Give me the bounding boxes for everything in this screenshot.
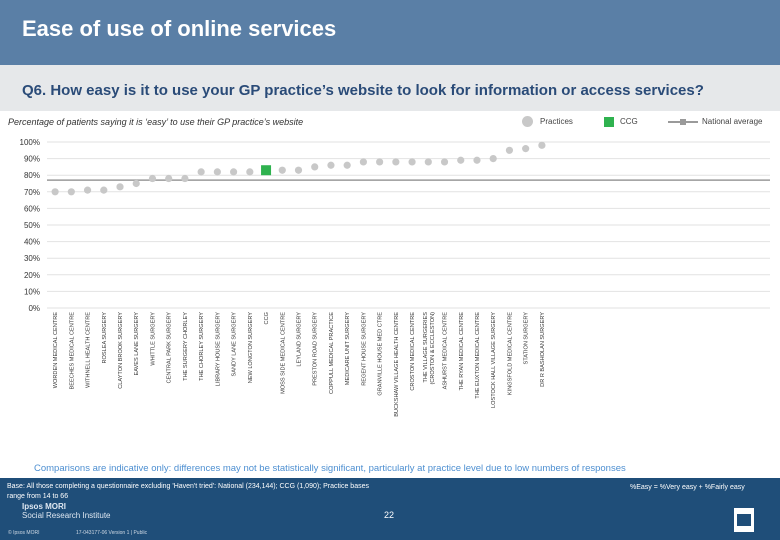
legend-national-marker — [668, 119, 698, 125]
x-tick-label: CLAYTON BROOK SURGERY — [118, 312, 124, 389]
x-tick-label: THE EUXTON MEDICAL CENTRE — [475, 312, 481, 399]
y-tick-label: 10% — [24, 287, 40, 296]
practice-point — [538, 141, 546, 149]
y-tick-label: 50% — [24, 221, 40, 230]
practice-point — [100, 186, 108, 194]
x-tick-label: COPPULL MEDICAL PRACTICE — [329, 312, 335, 394]
base-note: Base: All those completing a questionnai… — [7, 483, 369, 500]
practice-point — [424, 158, 432, 166]
x-tick-label: CENTRAL PARK SURGERY — [167, 312, 173, 384]
legend-ccg-marker — [604, 117, 614, 127]
practice-point — [229, 168, 238, 176]
practice-point — [505, 146, 514, 154]
x-tick-label: REGENT HOUSE SURGERY — [361, 312, 367, 386]
practice-point — [294, 166, 303, 174]
y-tick-label: 30% — [24, 254, 40, 263]
practice-point — [132, 179, 140, 188]
y-tick-label: 90% — [24, 155, 40, 164]
practice-point — [359, 158, 368, 166]
practice-point — [83, 186, 92, 194]
x-tick-label: SANDY LANE SURGERY — [232, 312, 238, 377]
x-tick-label: THE CHORLEY SURGERY — [199, 312, 205, 381]
x-tick-label: ROSLEA SURGERY — [102, 312, 108, 364]
practice-point — [343, 161, 351, 169]
brand-subtitle: Social Research Institute — [22, 511, 111, 520]
x-tick-label: THE VILLAGE SURGERIES — [423, 312, 429, 383]
practice-point — [116, 183, 124, 191]
practice-point — [489, 155, 497, 163]
practice-point — [327, 161, 335, 169]
x-tick-label: MOSS SIDE MEDICAL CENTRE — [280, 312, 286, 394]
practice-point — [213, 168, 221, 176]
x-tick-label: GRANVILLE HOUSE MED CTRE — [378, 312, 384, 396]
practice-point — [181, 174, 189, 183]
y-tick-label: 20% — [24, 271, 40, 280]
header-bar — [0, 0, 780, 65]
x-tick-label: STATION SURGERY — [524, 312, 530, 365]
page-number: 22 — [384, 510, 395, 520]
page-title: Ease of use of online services — [22, 16, 337, 41]
x-tick-label: CROSTON MEDICAL CENTRE — [410, 312, 416, 391]
x-tick-label: NEW LONGTON SURGERY — [248, 312, 254, 384]
x-tick-label: ASHURST MEDICAL CENTRE — [443, 312, 449, 390]
x-tick-label: MEDICARE UNIT SURGERY — [345, 312, 351, 385]
practice-point — [392, 158, 400, 166]
ease-of-use-chart: 0% 10% 20% 30% 40% 50% 60% 70% 80% 90% 100% WORDEN … — [20, 138, 770, 417]
x-tick-label: PRESTON ROAD SURGERY — [313, 312, 319, 386]
practice-point — [522, 145, 530, 153]
practice-point — [311, 163, 319, 171]
practice-point — [278, 166, 286, 174]
practice-point — [440, 158, 449, 166]
ipsos-logo-icon — [734, 508, 754, 532]
practice-point — [67, 188, 75, 196]
brand-name: Ipsos MORI — [22, 502, 67, 511]
x-tick-label: WORDEN MEDICAL CENTRE — [53, 312, 59, 389]
x-tick-label: LEYLAND SURGERY — [297, 312, 303, 367]
practice-point — [457, 156, 465, 164]
legend-ccg-label: CCG — [620, 117, 638, 126]
ipsos-mori-logo: Ipsos MORI Social Research Institute — [22, 502, 111, 520]
practice-point — [473, 156, 481, 164]
y-tick-label: 100% — [20, 138, 40, 147]
practice-point — [246, 168, 254, 176]
y-tick-label: 0% — [28, 304, 40, 313]
copyright: © Ipsos MORI — [8, 530, 40, 536]
x-tick-label: CCG — [264, 312, 270, 324]
chart-subtitle: Percentage of patients saying it is ‘eas… — [8, 117, 304, 127]
x-tick-label: BUCKSHAW VILLAGE HEALTH CENTRE — [394, 312, 400, 417]
x-tick-label: THE SURGERY CHORLEY — [183, 312, 189, 381]
practice-point — [197, 168, 205, 176]
x-tick-label: LOSTOCK HALL VILLAGE SURGERY — [491, 312, 497, 408]
practice-point — [165, 174, 173, 183]
y-tick-label: 70% — [24, 188, 40, 197]
footer-bar — [0, 478, 780, 540]
x-tick-label: WITHNELL HEALTH CENTRE — [86, 312, 92, 388]
legend-practices-marker — [522, 116, 533, 127]
x-tick-label: KINGSFOLD MEDICAL CENTRE — [507, 312, 513, 395]
practice-point — [51, 188, 59, 196]
job-reference: 17-043177-06 Version 1 | Public — [76, 530, 148, 536]
practice-point — [408, 158, 416, 166]
easy-definition: %Easy = %Very easy + %Fairly easy — [630, 484, 745, 491]
x-tick-label: WHITTLE SURGERY — [150, 312, 156, 366]
comparison-note: Comparisons are indicative only: differe… — [34, 463, 626, 474]
y-tick-label: 40% — [24, 238, 40, 247]
x-tick-label: DR R BASHOLAN SURGERY — [540, 312, 546, 387]
y-tick-label: 80% — [24, 171, 40, 180]
y-tick-label: 60% — [24, 204, 40, 213]
ccg-point — [261, 165, 272, 176]
x-tick-label: BEECHES MEDICAL CENTRE — [69, 312, 75, 390]
practice-point — [376, 158, 384, 166]
x-tick-label: THE RYAN MEDICAL CENTRE — [459, 312, 465, 391]
x-tick-label: EAVES LANE SURGERY — [134, 312, 140, 376]
question-text: Q6. How easy is it to use your GP practi… — [22, 82, 704, 99]
practice-point — [148, 174, 157, 183]
legend-national-label: National average — [702, 117, 763, 126]
x-tick-label: LIBRARY HOUSE SURGERY — [215, 312, 221, 387]
legend-practices-label: Practices — [540, 117, 573, 126]
x-tick-label: (CROSTON & ECCLESTON) — [430, 312, 436, 385]
question-band — [0, 65, 780, 111]
